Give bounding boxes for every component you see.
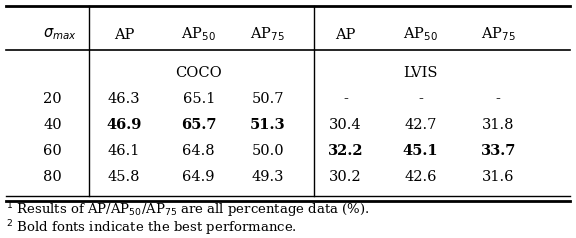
Text: 45.1: 45.1 xyxy=(403,144,438,158)
Text: 31.6: 31.6 xyxy=(482,170,514,184)
Text: 33.7: 33.7 xyxy=(480,144,516,158)
Text: 46.9: 46.9 xyxy=(106,118,142,132)
Text: 49.3: 49.3 xyxy=(252,170,284,184)
Text: 46.3: 46.3 xyxy=(108,92,140,106)
Text: -: - xyxy=(418,92,423,106)
Text: 50.7: 50.7 xyxy=(252,92,284,106)
Text: 51.3: 51.3 xyxy=(250,118,286,132)
Text: 46.1: 46.1 xyxy=(108,144,140,158)
Text: AP: AP xyxy=(113,28,134,41)
Text: LVIS: LVIS xyxy=(403,66,438,79)
Text: 80: 80 xyxy=(43,170,62,184)
Text: -: - xyxy=(496,92,501,106)
Text: 60: 60 xyxy=(43,144,62,158)
Text: 45.8: 45.8 xyxy=(108,170,140,184)
Text: 30.2: 30.2 xyxy=(329,170,362,184)
Text: 31.8: 31.8 xyxy=(482,118,514,132)
Text: 32.2: 32.2 xyxy=(328,144,363,158)
Text: -: - xyxy=(343,92,348,106)
Text: 50.0: 50.0 xyxy=(252,144,284,158)
Text: $\sigma_{max}$: $\sigma_{max}$ xyxy=(43,27,77,42)
Text: AP$_{50}$: AP$_{50}$ xyxy=(181,26,216,43)
Text: 65.1: 65.1 xyxy=(183,92,215,106)
Text: 20: 20 xyxy=(43,92,62,106)
Text: AP: AP xyxy=(335,28,356,41)
Text: 64.9: 64.9 xyxy=(183,170,215,184)
Text: COCO: COCO xyxy=(175,66,222,79)
Text: 42.6: 42.6 xyxy=(404,170,437,184)
Text: $^{2}$ Bold fonts indicate the best performance.: $^{2}$ Bold fonts indicate the best perf… xyxy=(6,218,297,238)
Text: AP$_{50}$: AP$_{50}$ xyxy=(403,26,438,43)
Text: AP$_{75}$: AP$_{75}$ xyxy=(481,26,516,43)
Text: 42.7: 42.7 xyxy=(404,118,437,132)
Text: AP$_{75}$: AP$_{75}$ xyxy=(251,26,285,43)
Text: 30.4: 30.4 xyxy=(329,118,362,132)
Text: 64.8: 64.8 xyxy=(183,144,215,158)
Text: $^{1}$ Results of AP/AP$_{50}$/AP$_{75}$ are all percentage data (%).: $^{1}$ Results of AP/AP$_{50}$/AP$_{75}$… xyxy=(6,201,369,220)
Text: 40: 40 xyxy=(43,118,62,132)
Text: 65.7: 65.7 xyxy=(181,118,217,132)
